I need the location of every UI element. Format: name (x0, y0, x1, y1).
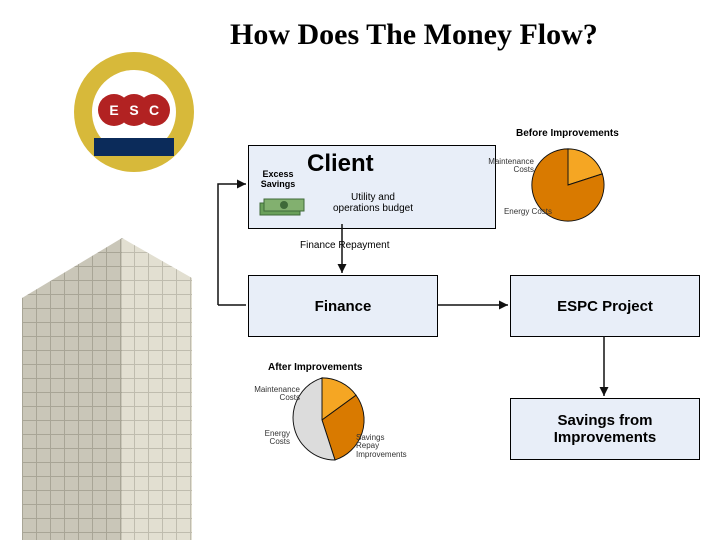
building-graphic (22, 238, 192, 540)
after-slice1-label: Maintenance Costs (248, 386, 300, 403)
excess-savings-label: Excess Savings (256, 170, 300, 190)
svg-text:C: C (149, 102, 159, 118)
savings-label: Savings from Improvements (554, 412, 657, 446)
finance-label: Finance (315, 298, 372, 315)
slide-stage: How Does The Money Flow? E S C (0, 0, 720, 540)
slide-title: How Does The Money Flow? (230, 18, 598, 52)
before-chart-title: Before Improvements (516, 128, 619, 139)
before-slice2-label: Energy Costs (492, 208, 552, 216)
client-label: Client (307, 150, 374, 178)
before-slice1-label: Maintenance Costs (486, 158, 534, 175)
finance-box: Finance (248, 275, 438, 337)
espc-box: ESPC Project (510, 275, 700, 337)
after-chart-title: After Improvements (268, 362, 362, 373)
cash-icon (258, 195, 306, 219)
client-sublabel: Utility and operations budget (318, 192, 428, 214)
svg-text:S: S (129, 102, 138, 118)
espc-label: ESPC Project (557, 298, 653, 315)
after-slice2-label: Energy Costs (232, 430, 290, 447)
esc-logo: E S C (70, 48, 198, 176)
savings-box: Savings from Improvements (510, 398, 700, 460)
after-slice3-label: Savings Repay Improvements (356, 434, 406, 459)
svg-text:E: E (109, 102, 118, 118)
finance-repayment-label: Finance Repayment (300, 240, 390, 251)
